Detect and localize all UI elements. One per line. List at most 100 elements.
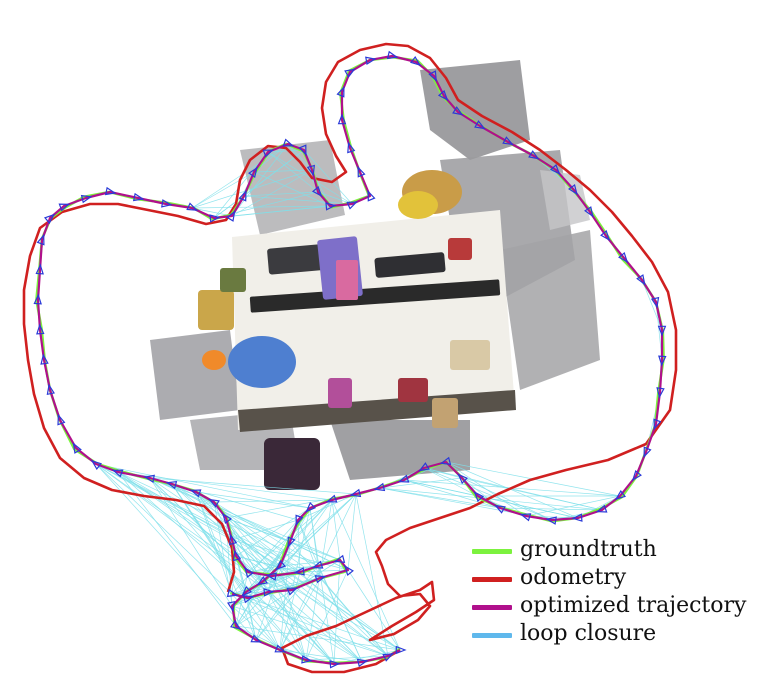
loop-closure-edge [299,571,389,657]
pose-marker [397,474,410,483]
loop-closure-edge [235,625,307,661]
pose-marker [305,501,317,513]
pose-marker [473,491,485,503]
pose-marker [282,138,295,147]
misc-object [432,398,458,428]
pose-marker [161,199,173,208]
loop-closure-edge [641,279,663,331]
loop-closure-edge [305,655,389,661]
pose-marker [189,489,202,498]
loop-closure-edge [317,191,353,205]
pose-marker [226,210,236,222]
pose-marker [600,229,611,242]
loop-closure-edge [95,463,363,663]
teddy-bear-object [228,336,296,388]
pose-marker [227,600,236,613]
pose-marker [229,533,238,546]
pose-marker [40,353,49,365]
loop-closure-edge [289,541,389,657]
pose-marker [143,474,155,483]
loop-closure-edge [347,493,357,571]
pose-marker [357,165,366,178]
pose-marker [36,323,45,335]
legend: groundtruth odometry optimized trajector… [468,536,768,648]
pose-marker [287,536,296,549]
loop-closure-edge [347,569,401,651]
pose-marker [367,189,376,202]
pose-marker [72,442,82,454]
loop-closure-edge [253,171,331,207]
pose-marker [241,585,253,597]
pose-marker [232,549,242,562]
pose-marker [35,263,44,275]
loop-closure-edge [117,471,281,567]
legend-swatch-loop-closure [472,633,512,638]
pose-marker [165,481,178,490]
pose-marker [301,655,313,664]
pose-marker [494,504,506,514]
legend-swatch-optimized-trajectory [472,605,512,610]
plant-object [398,191,438,219]
pose-marker [418,462,430,472]
loop-closure-edge [195,491,311,509]
pose-marker [43,213,56,225]
loop-closure-edge [243,195,353,205]
pose-marker [409,56,422,67]
loop-closure-edge [499,507,603,511]
pose-marker [658,355,667,367]
pose-marker [584,206,594,218]
loop-closure-edge [195,491,263,583]
loop-closure-edge [225,517,401,651]
pose-marker [33,293,42,305]
loop-closure-edge [235,571,249,627]
pose-marker [474,120,486,130]
loop-closure-edge [379,487,501,509]
pose-marker [618,251,629,264]
loop-closure-edge [231,205,331,217]
loop-closure-edge [289,541,349,571]
pose-marker [346,201,359,210]
legend-item-loop-closure: loop closure [468,620,768,648]
pose-marker [57,413,66,426]
loop-closure-edge [461,477,553,521]
loop-closure-edge [213,501,335,665]
pose-marker [502,136,514,146]
pose-marker [325,494,338,503]
loop-closure-edge [267,151,319,193]
pose-marker [349,488,362,498]
misc-object [220,268,246,292]
pose-marker [428,70,437,82]
loop-closure-edge [261,519,299,583]
pose-marker [311,185,323,198]
pose-marker [36,233,45,246]
loop-closure-edge [231,605,389,657]
loop-closure-edge [267,151,353,205]
pose-marker [265,572,277,581]
loop-closure-edge [231,519,299,541]
pose-marker [373,482,386,492]
loop-closure-edge [235,555,301,573]
loop-closure-edge [245,541,291,593]
pose-marker [395,645,407,655]
loop-closure-edge [243,191,319,197]
misc-object [448,238,472,260]
loop-closure-edge [255,565,319,641]
pose-marker [80,194,93,204]
loop-closure-edge [231,169,313,217]
loop-closure-edge [247,565,319,573]
pose-marker [293,567,305,576]
loop-closure-edge [303,149,353,205]
pose-marker [636,274,646,286]
pose-marker [549,163,561,175]
wall-fragment [500,230,600,390]
loop-closure-edge [235,591,269,627]
loop-closure-edge [117,471,237,627]
loop-closure-edge [171,483,389,657]
loop-closure-edge [95,463,233,541]
loop-closure-edge [331,499,341,561]
book-object [336,260,358,300]
loop-closure-edge [95,463,263,583]
loop-closure-edge [355,493,389,657]
loop-closure-edge [191,171,255,209]
